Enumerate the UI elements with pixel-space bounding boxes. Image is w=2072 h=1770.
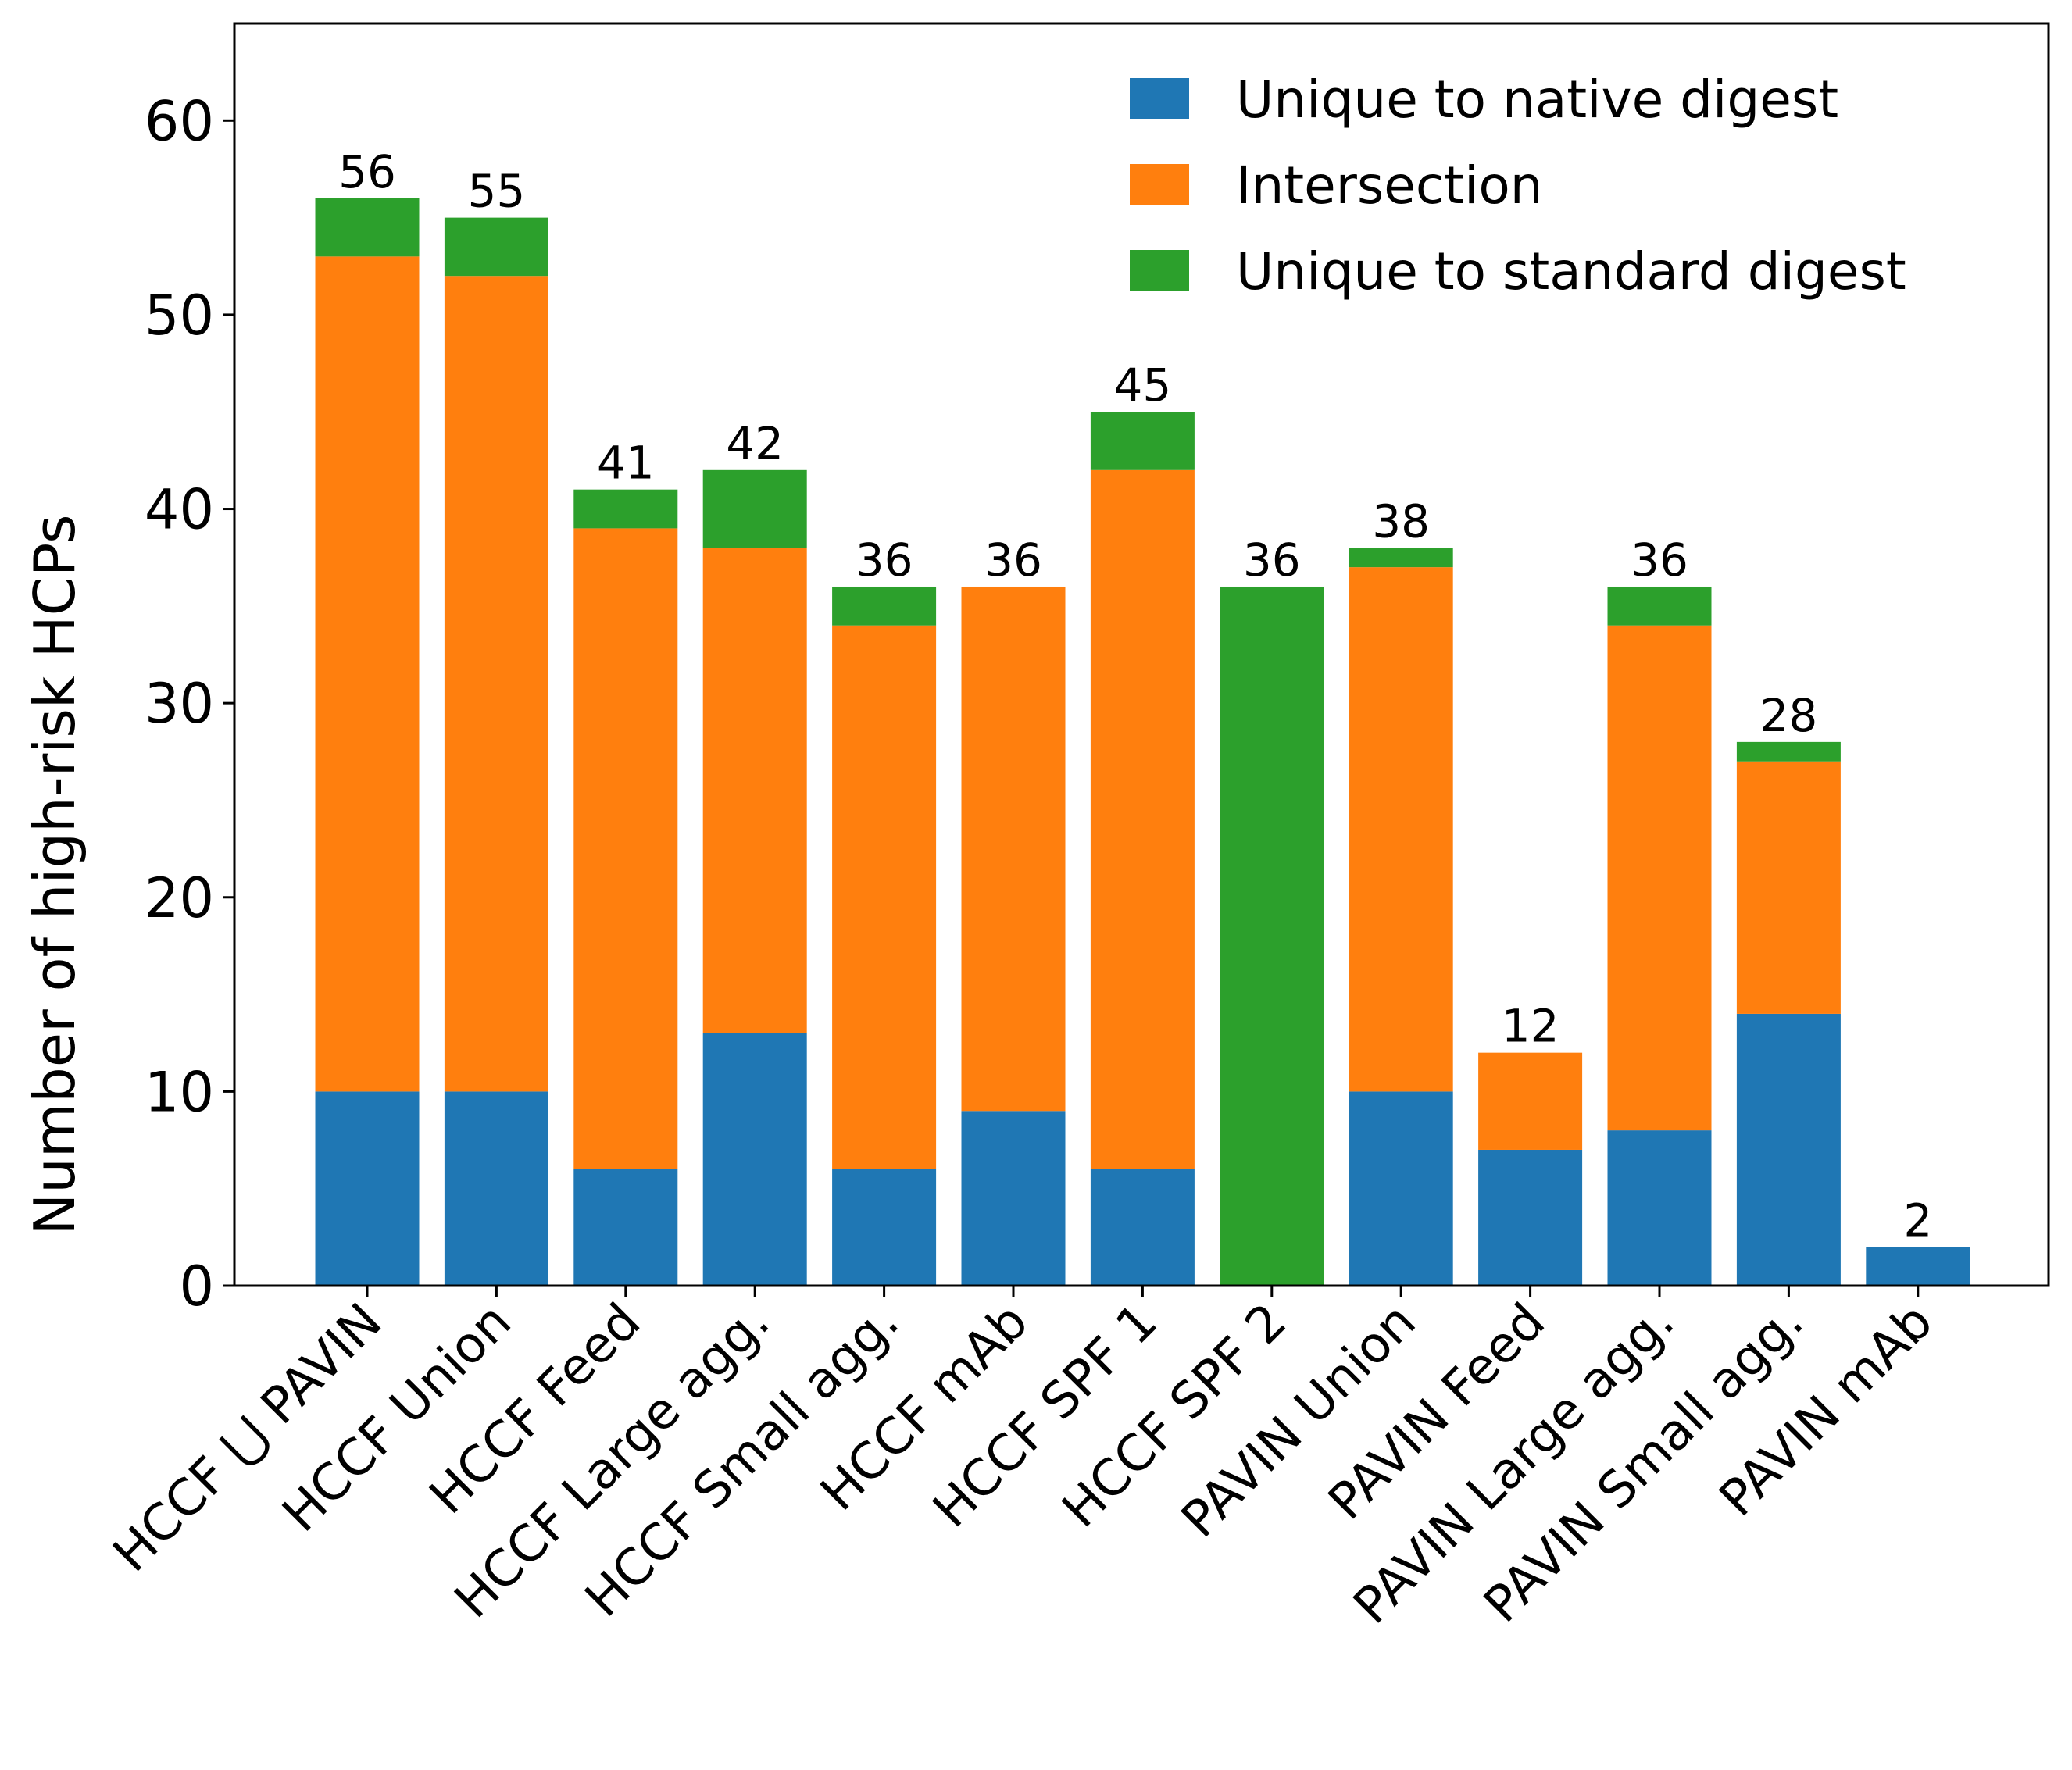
plot-frame	[233, 22, 2050, 1287]
data-label: 12	[1502, 1000, 1559, 1053]
bar-segment-1-2	[444, 217, 548, 277]
bar-segment-10-1	[1607, 625, 1712, 1131]
bar-segment-9-0	[1478, 1149, 1583, 1286]
x-tick-label: HCCF SPF 1	[923, 1293, 1169, 1539]
y-axis-ticks: 0 10 20 30 40 50 60	[145, 89, 234, 1319]
data-label: 2	[1903, 1194, 1932, 1247]
data-label: 45	[1113, 359, 1171, 412]
bar-segment-11-1	[1736, 761, 1841, 1014]
legend-swatch-0	[1130, 78, 1189, 119]
legend-label-1: Intersection	[1236, 155, 1543, 216]
bar-segment-1-0	[444, 1091, 548, 1286]
data-label: 36	[984, 533, 1042, 587]
data-label: 36	[1631, 533, 1688, 587]
bar-segment-0-0	[315, 1091, 420, 1286]
bars-layer	[315, 198, 1970, 1286]
data-label: 36	[1243, 533, 1301, 587]
legend-swatch-2	[1130, 250, 1189, 291]
legend-swatch-1	[1130, 164, 1189, 205]
data-label: 41	[597, 437, 655, 490]
bar-segment-1-1	[444, 276, 548, 1092]
bar-segment-3-2	[702, 469, 807, 548]
legend-label-2: Unique to standard digest	[1236, 241, 1906, 302]
bar-segment-12-0	[1866, 1247, 1970, 1286]
bar-segment-3-1	[702, 548, 807, 1033]
legend: Unique to native digest Intersection Uniqu…	[1130, 70, 1906, 302]
bar-segment-11-2	[1736, 741, 1841, 762]
data-labels-layer: 56 55 41 42 36 36 45 36 38 12 36 28 2	[338, 145, 1932, 1247]
data-label: 55	[467, 165, 525, 218]
y-tick-label: 50	[145, 284, 214, 348]
y-tick-label: 20	[145, 866, 214, 930]
bar-segment-6-2	[1090, 412, 1195, 470]
bar-segment-11-0	[1736, 1013, 1841, 1286]
bar-segment-8-2	[1349, 548, 1453, 568]
x-tick-label: HCCF SPF 2	[1052, 1293, 1298, 1539]
y-tick-label: 0	[179, 1254, 214, 1319]
bar-segment-10-2	[1607, 586, 1712, 626]
y-tick-label: 40	[145, 478, 214, 542]
bar-segment-4-0	[832, 1169, 937, 1286]
y-tick-label: 30	[145, 672, 214, 736]
y-tick-label: 60	[145, 89, 214, 153]
bar-segment-4-1	[832, 625, 937, 1169]
legend-label-0: Unique to native digest	[1236, 70, 1838, 130]
bar-segment-5-0	[961, 1111, 1066, 1286]
bar-segment-0-2	[315, 198, 420, 257]
data-label: 28	[1759, 689, 1817, 742]
bar-segment-4-2	[832, 586, 937, 626]
bar-segment-6-0	[1090, 1169, 1195, 1286]
bar-segment-5-1	[961, 586, 1066, 1112]
y-axis-label: Number of high-risk HCPs	[22, 514, 88, 1235]
bar-segment-10-0	[1607, 1130, 1712, 1286]
data-label: 42	[726, 417, 784, 470]
data-label: 38	[1372, 494, 1430, 548]
bar-segment-8-0	[1349, 1091, 1453, 1286]
bar-segment-9-1	[1478, 1052, 1583, 1150]
data-label: 36	[856, 533, 913, 587]
bar-segment-8-1	[1349, 567, 1453, 1092]
bar-segment-3-0	[702, 1033, 807, 1286]
bar-segment-0-1	[315, 256, 420, 1092]
bar-segment-2-1	[573, 528, 678, 1169]
bar-segment-7-2	[1220, 586, 1324, 1286]
y-tick-label: 10	[145, 1060, 214, 1124]
bar-segment-2-2	[573, 489, 678, 529]
bar-segment-2-0	[573, 1169, 678, 1286]
data-label: 56	[338, 145, 396, 198]
bar-segment-6-1	[1090, 469, 1195, 1169]
